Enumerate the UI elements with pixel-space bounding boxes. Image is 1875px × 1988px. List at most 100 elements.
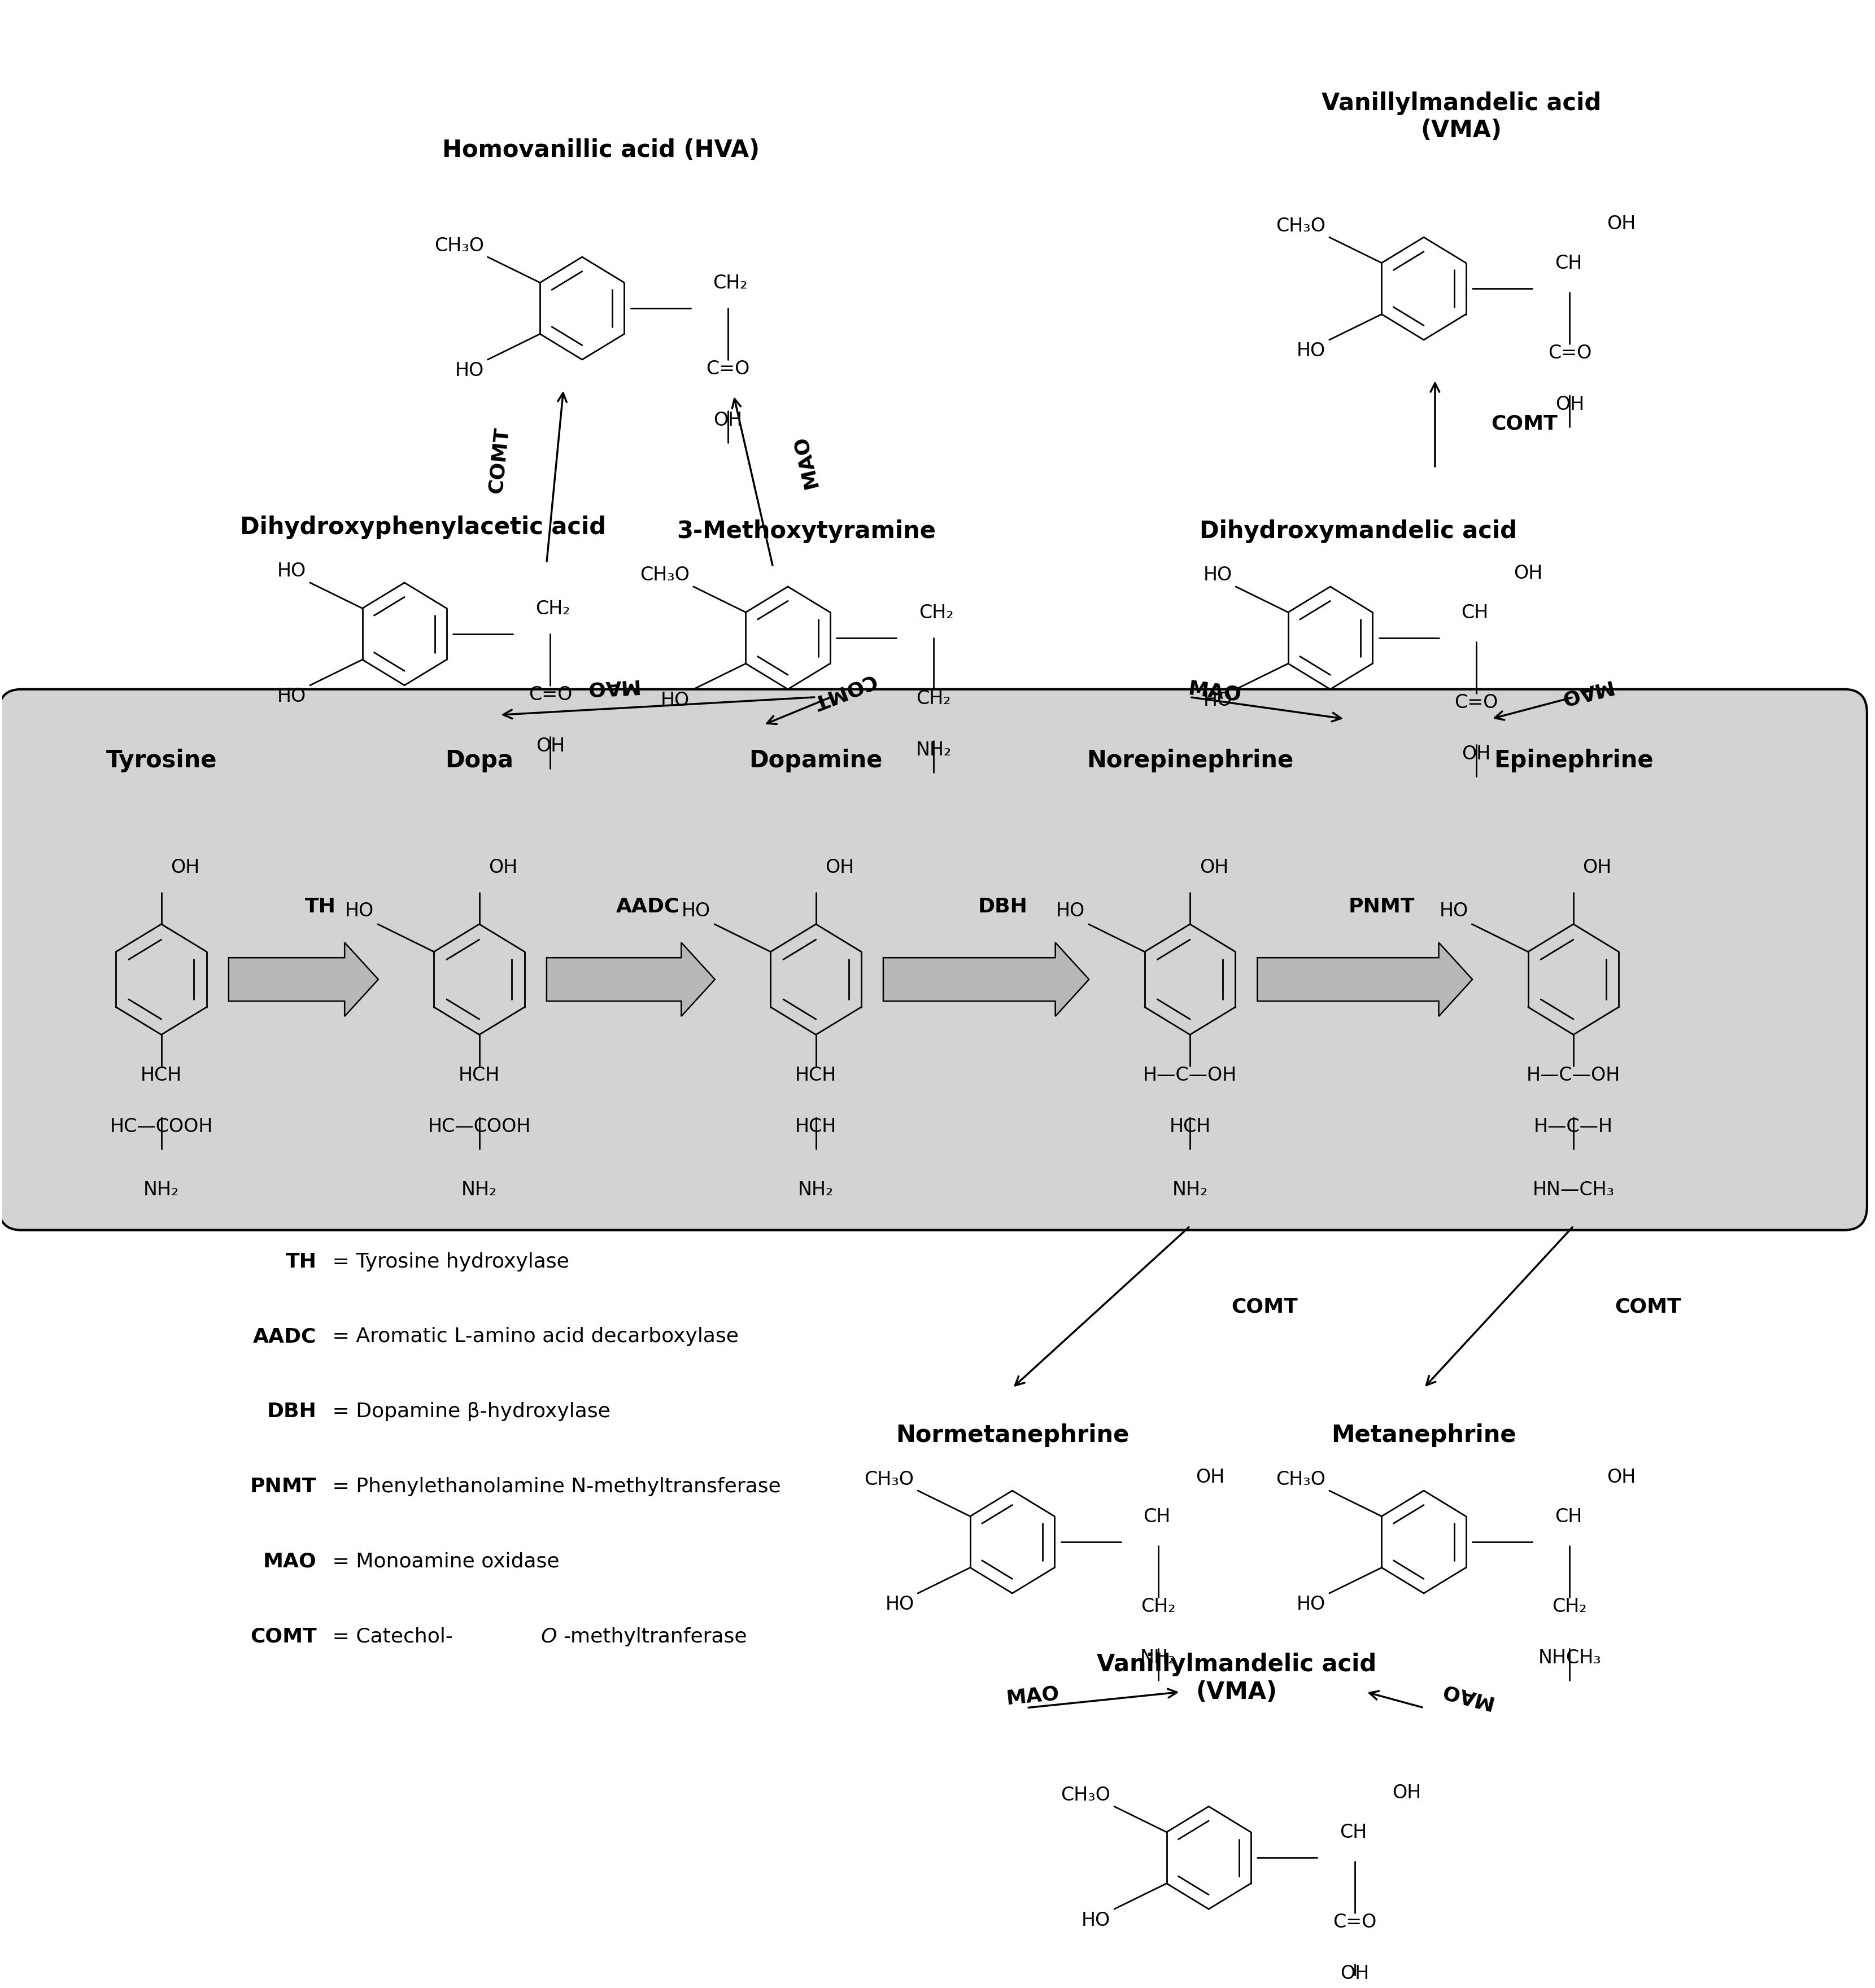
Text: OH: OH: [489, 859, 518, 877]
Text: CH₂: CH₂: [536, 600, 570, 618]
Text: C=O: C=O: [707, 360, 750, 378]
Text: HO: HO: [1204, 567, 1232, 584]
FancyArrow shape: [1258, 942, 1472, 1016]
Text: MAO: MAO: [263, 1553, 317, 1571]
Text: HCH: HCH: [141, 1066, 182, 1085]
Text: CH₂: CH₂: [712, 274, 748, 292]
Text: COMT: COMT: [1614, 1298, 1682, 1316]
Text: HO: HO: [1204, 692, 1232, 710]
Text: CH₂: CH₂: [917, 690, 951, 708]
Text: DBH: DBH: [979, 897, 1028, 916]
Text: HO: HO: [1056, 903, 1086, 920]
Text: Vanillylmandelic acid
(VMA): Vanillylmandelic acid (VMA): [1097, 1652, 1376, 1704]
Text: -methyltranferase: -methyltranferase: [564, 1626, 748, 1646]
Text: HO: HO: [456, 362, 484, 380]
Text: DBH: DBH: [266, 1402, 317, 1421]
Text: OH: OH: [714, 412, 742, 429]
Text: Normetanephrine: Normetanephrine: [896, 1423, 1129, 1447]
Text: HCH: HCH: [795, 1066, 836, 1085]
Text: Metanephrine: Metanephrine: [1331, 1423, 1517, 1447]
Text: Tyrosine: Tyrosine: [105, 747, 218, 771]
Text: CH: CH: [1461, 604, 1489, 622]
Text: Dopamine: Dopamine: [750, 747, 883, 771]
Text: OH: OH: [1196, 1467, 1224, 1487]
Text: CH₃O: CH₃O: [1061, 1785, 1110, 1805]
Text: H—C—OH: H—C—OH: [1144, 1066, 1238, 1085]
Text: = Dopamine β-hydroxylase: = Dopamine β-hydroxylase: [326, 1402, 611, 1421]
Text: OH: OH: [1391, 1783, 1421, 1803]
Text: COMT: COMT: [1491, 414, 1558, 433]
Text: CH₃O: CH₃O: [864, 1469, 915, 1489]
Text: OH: OH: [1582, 859, 1612, 877]
Text: O: O: [542, 1626, 557, 1646]
Text: HCH: HCH: [459, 1066, 501, 1085]
Text: = Tyrosine hydroxylase: = Tyrosine hydroxylase: [326, 1252, 570, 1270]
Text: OH: OH: [1462, 746, 1491, 763]
Text: HC—COOH: HC—COOH: [111, 1117, 214, 1137]
Text: HO: HO: [1440, 903, 1468, 920]
Text: = Aromatic L-amino acid decarboxylase: = Aromatic L-amino acid decarboxylase: [326, 1328, 739, 1346]
Text: = Catechol-: = Catechol-: [326, 1626, 454, 1646]
Text: NH₂: NH₂: [1140, 1648, 1176, 1668]
Text: OH: OH: [1607, 215, 1637, 233]
Text: = Monoamine oxidase: = Monoamine oxidase: [326, 1553, 559, 1571]
Text: Norepinephrine: Norepinephrine: [1088, 747, 1294, 771]
Text: CH: CH: [1144, 1507, 1170, 1527]
Text: MAO: MAO: [789, 433, 821, 489]
Text: COMT: COMT: [1232, 1298, 1298, 1316]
Text: CH₃O: CH₃O: [435, 237, 484, 254]
Text: HO: HO: [1082, 1910, 1110, 1930]
Text: COMT: COMT: [249, 1626, 317, 1646]
Text: TH: TH: [306, 897, 336, 916]
Text: NHCH₃: NHCH₃: [1537, 1648, 1601, 1668]
Text: NH₂: NH₂: [461, 1181, 497, 1199]
Text: NH₂: NH₂: [1172, 1181, 1208, 1199]
Text: TH: TH: [285, 1252, 317, 1270]
Text: C=O: C=O: [1547, 344, 1592, 362]
Text: OH: OH: [1513, 565, 1543, 582]
Text: HN—CH₃: HN—CH₃: [1532, 1181, 1614, 1199]
Text: COMT: COMT: [810, 670, 879, 712]
Text: CH₂: CH₂: [1552, 1596, 1586, 1616]
Text: CH₂: CH₂: [1140, 1596, 1176, 1616]
Text: OH: OH: [825, 859, 855, 877]
Text: Dihydroxymandelic acid: Dihydroxymandelic acid: [1200, 519, 1517, 543]
FancyBboxPatch shape: [0, 690, 1868, 1231]
Text: HO: HO: [1298, 342, 1326, 360]
FancyArrow shape: [548, 942, 714, 1016]
Text: Dopa: Dopa: [444, 747, 514, 771]
Text: HO: HO: [278, 688, 306, 706]
Text: Dihydroxyphenylacetic acid: Dihydroxyphenylacetic acid: [240, 515, 606, 539]
Text: HC—COOH: HC—COOH: [428, 1117, 531, 1137]
Text: MAO: MAO: [1005, 1684, 1059, 1708]
Text: HO: HO: [278, 563, 306, 580]
Text: C=O: C=O: [529, 686, 572, 704]
Text: Epinephrine: Epinephrine: [1494, 747, 1654, 771]
Text: HO: HO: [682, 903, 711, 920]
Text: OH: OH: [171, 859, 199, 877]
Text: HO: HO: [885, 1594, 915, 1614]
Text: HO: HO: [1298, 1594, 1326, 1614]
Text: H—C—H: H—C—H: [1534, 1117, 1612, 1137]
Text: C=O: C=O: [1455, 694, 1498, 712]
FancyArrow shape: [883, 942, 1089, 1016]
Text: PNMT: PNMT: [249, 1477, 317, 1497]
Text: OH: OH: [1554, 396, 1584, 414]
Text: CH₂: CH₂: [919, 604, 954, 622]
Text: CH: CH: [1339, 1823, 1367, 1843]
Text: Homovanillic acid (HVA): Homovanillic acid (HVA): [442, 139, 759, 163]
Text: HCH: HCH: [795, 1117, 836, 1137]
Text: NH₂: NH₂: [915, 742, 952, 759]
Text: HO: HO: [660, 692, 690, 710]
Text: OH: OH: [1200, 859, 1228, 877]
Text: NH₂: NH₂: [799, 1181, 834, 1199]
Text: CH₃O: CH₃O: [1275, 217, 1326, 235]
Text: MAO: MAO: [1556, 676, 1612, 708]
Text: H—C—OH: H—C—OH: [1526, 1066, 1620, 1085]
Text: MAO: MAO: [583, 676, 638, 698]
Text: CH₃O: CH₃O: [639, 567, 690, 584]
Text: C=O: C=O: [1333, 1912, 1376, 1932]
Text: CH: CH: [1554, 254, 1582, 272]
Text: MAO: MAO: [1187, 680, 1243, 706]
Text: NH₂: NH₂: [142, 1181, 180, 1199]
